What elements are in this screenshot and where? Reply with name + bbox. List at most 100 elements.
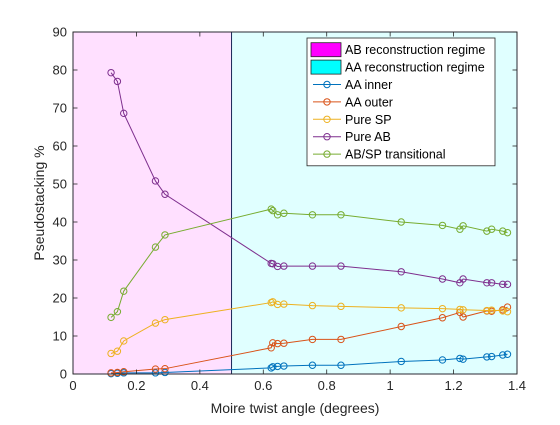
plot-frame — [72, 31, 518, 375]
data-point — [456, 305, 464, 314]
y-tick-label: 40 — [53, 215, 67, 230]
legend-label: Pure SP — [345, 113, 392, 127]
x-tick-label: 0.4 — [191, 378, 209, 393]
legend-label: AB/SP transitional — [345, 148, 446, 162]
y-tick-label: 20 — [53, 291, 67, 306]
series-layer — [107, 68, 512, 378]
data-point — [161, 364, 169, 373]
data-point — [456, 354, 464, 363]
data-point — [161, 315, 169, 324]
x-tick-label: 1.2 — [445, 378, 463, 393]
data-point — [107, 313, 115, 322]
ticks-layer: 0 0.2 0.4 0.6 0.8 1 1.2 1.4 0 10 20 30 40 50 60 70 80 90 — [53, 25, 527, 394]
x-tick-label: 0.6 — [254, 378, 272, 393]
data-point — [151, 365, 160, 373]
data-point — [499, 227, 507, 235]
data-point — [161, 190, 169, 198]
data-point — [308, 361, 317, 369]
data-point — [269, 363, 277, 371]
legend-label: Pure AB — [345, 130, 391, 144]
data-point — [487, 225, 496, 233]
data-point — [459, 313, 467, 321]
series-3 — [107, 68, 512, 289]
legend-label: AB reconstruction regime — [345, 43, 485, 57]
x-axis-label: Moire twist angle (degrees) — [211, 400, 380, 416]
y-tick-label: 80 — [53, 63, 67, 78]
data-point — [503, 307, 512, 316]
data-point — [280, 300, 288, 308]
y-tick-label: 50 — [53, 177, 67, 192]
data-point — [397, 357, 405, 366]
data-point — [438, 221, 447, 230]
data-point — [487, 306, 496, 314]
y-tick-label: 10 — [53, 329, 67, 344]
legend-marker — [323, 115, 331, 124]
data-point — [161, 368, 169, 377]
data-point — [438, 304, 447, 313]
x-tick-label: 1.4 — [508, 378, 526, 393]
y-tick-label: 60 — [53, 139, 67, 154]
data-point — [113, 77, 122, 86]
data-point — [280, 262, 288, 270]
y-axis-label: Pseudostacking % — [31, 145, 47, 260]
data-point — [151, 243, 160, 251]
data-point — [267, 205, 275, 213]
data-point — [499, 351, 507, 359]
data-point — [397, 268, 405, 276]
data-point — [397, 304, 405, 312]
data-point — [151, 319, 160, 327]
y-tick-label: 90 — [53, 25, 67, 40]
data-point — [459, 222, 467, 230]
series-2 — [107, 298, 512, 358]
data-point — [483, 279, 491, 287]
series-line — [110, 208, 508, 318]
data-point — [120, 337, 128, 345]
region-0 — [72, 31, 233, 375]
data-point — [483, 353, 491, 361]
data-point — [499, 307, 507, 315]
data-point — [337, 262, 345, 270]
data-point — [267, 344, 275, 352]
data-point — [438, 356, 447, 364]
data-point — [308, 262, 317, 270]
data-point — [483, 227, 491, 235]
data-point — [397, 322, 405, 331]
x-tick-label: 0 — [69, 378, 76, 393]
data-point — [151, 369, 160, 377]
data-point — [438, 314, 447, 322]
data-point — [269, 339, 277, 347]
data-point — [337, 302, 345, 311]
data-point — [397, 218, 405, 226]
data-point — [483, 306, 491, 315]
x-tick-label: 0.2 — [127, 378, 145, 393]
data-point — [120, 109, 128, 118]
data-point — [337, 361, 345, 369]
series-line — [111, 353, 508, 375]
legend-marker — [323, 150, 331, 158]
data-point — [459, 275, 467, 283]
data-point — [308, 335, 317, 344]
data-point — [337, 211, 345, 219]
data-point — [120, 368, 128, 376]
data-point — [438, 275, 447, 283]
data-point — [113, 347, 122, 355]
y-tick-label: 30 — [53, 253, 67, 268]
legend-swatch — [310, 42, 342, 58]
legend-label: AA inner — [345, 78, 392, 92]
series-line — [110, 72, 508, 285]
legend-label: AA outer — [345, 95, 393, 109]
legend-label: AA reconstruction regime — [345, 61, 485, 75]
data-point — [120, 287, 128, 295]
data-point — [280, 209, 288, 217]
y-tick-label: 0 — [60, 367, 67, 382]
y-tick-label: 70 — [53, 101, 67, 116]
data-point — [269, 206, 277, 215]
data-point — [337, 335, 345, 344]
legend-marker — [323, 98, 331, 106]
data-point — [113, 307, 122, 316]
data-point — [487, 352, 496, 361]
data-point — [503, 303, 512, 311]
data-point — [459, 306, 467, 314]
